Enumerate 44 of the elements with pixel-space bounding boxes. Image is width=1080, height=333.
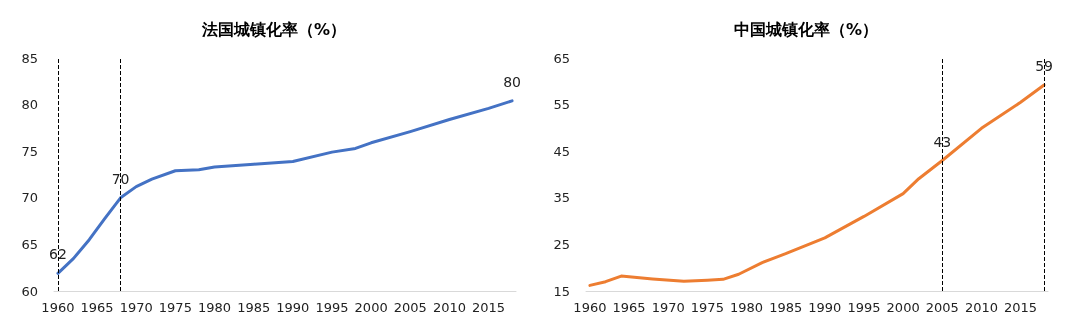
x-tick-label: 1975 bbox=[158, 300, 192, 315]
y-tick-label: 65 bbox=[553, 50, 570, 66]
x-tick-label: 1990 bbox=[276, 300, 310, 315]
x-tick-label: 1990 bbox=[808, 300, 842, 315]
x-tick-label: 2010 bbox=[432, 300, 466, 315]
y-tick-label: 85 bbox=[21, 50, 38, 66]
x-tick-label: 1960 bbox=[41, 300, 75, 315]
y-tick-label: 70 bbox=[21, 190, 38, 206]
x-tick-label: 1965 bbox=[80, 300, 114, 315]
chart-title: 法国城镇化率（%） bbox=[200, 19, 347, 39]
annotation: 80 bbox=[503, 73, 521, 90]
x-tick-label: 1995 bbox=[315, 300, 349, 315]
x-tick-label: 2005 bbox=[925, 300, 959, 315]
y-tick-label: 80 bbox=[21, 97, 38, 113]
x-tick-label: 2000 bbox=[886, 300, 920, 315]
x-tick-label: 1970 bbox=[651, 300, 685, 315]
x-tick-label: 2010 bbox=[964, 300, 998, 315]
x-tick-label: 2000 bbox=[354, 300, 388, 315]
x-tick-label: 1980 bbox=[729, 300, 764, 315]
y-tick-label: 35 bbox=[553, 190, 570, 206]
y-tick-label: 60 bbox=[21, 283, 38, 299]
annotation: 43 bbox=[933, 133, 952, 150]
x-tick-label: 1985 bbox=[769, 300, 803, 315]
x-tick-label: 1970 bbox=[119, 300, 153, 315]
x-tick-label: 2015 bbox=[472, 300, 506, 315]
y-tick-label: 55 bbox=[553, 97, 570, 113]
x-tick-label: 1995 bbox=[847, 300, 881, 315]
x-tick-label: 1960 bbox=[573, 300, 607, 315]
x-tick-label: 2005 bbox=[393, 300, 427, 315]
x-tick-label: 1985 bbox=[237, 300, 271, 315]
annotation: 62 bbox=[49, 246, 67, 263]
x-tick-label: 1980 bbox=[197, 300, 232, 315]
y-tick-label: 75 bbox=[21, 143, 38, 159]
x-tick-label: 1965 bbox=[612, 300, 646, 315]
annotation: 59 bbox=[1035, 58, 1053, 75]
y-tick-label: 45 bbox=[553, 143, 570, 159]
chart-title: 中国城镇化率（%） bbox=[733, 19, 879, 39]
line-series bbox=[588, 83, 1046, 287]
annotation: 70 bbox=[111, 170, 130, 187]
y-tick-label: 65 bbox=[21, 236, 38, 252]
x-tick-label: 2015 bbox=[1004, 300, 1038, 315]
y-tick-label: 25 bbox=[553, 236, 570, 252]
x-tick-label: 1975 bbox=[690, 300, 724, 315]
y-tick-label: 15 bbox=[553, 283, 570, 299]
